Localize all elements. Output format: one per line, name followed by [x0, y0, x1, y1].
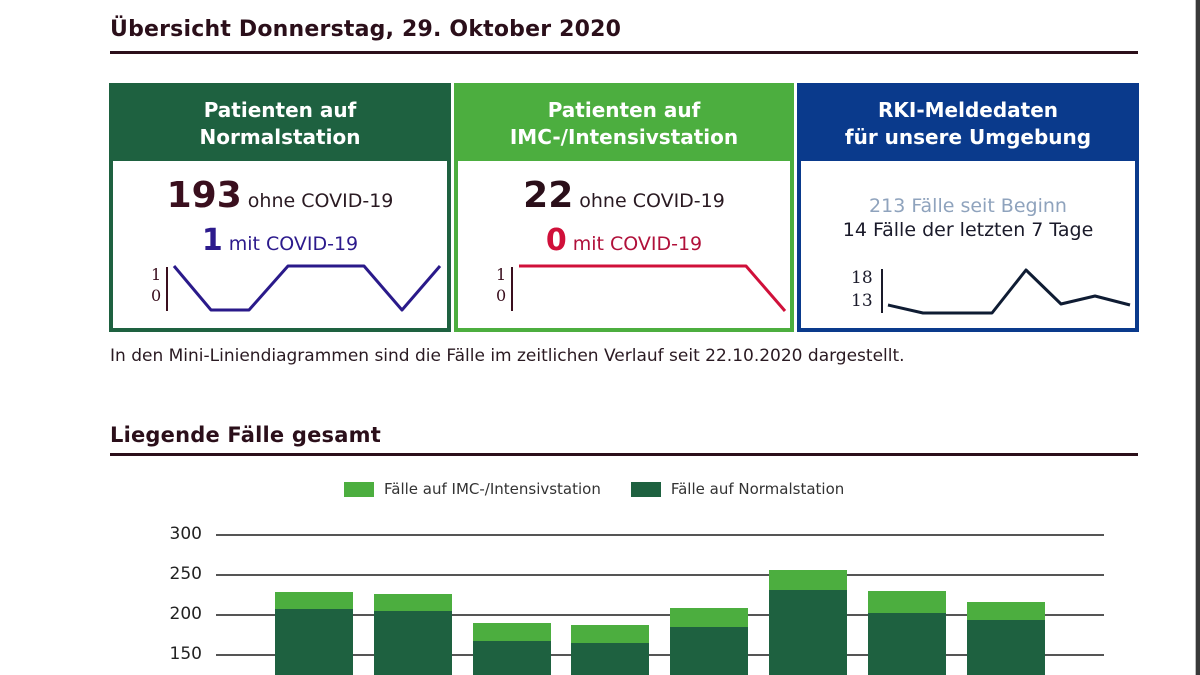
bar-segment-normal — [373, 611, 452, 675]
bar-segment-imc — [769, 570, 847, 591]
primary-stat: 193 ohne COVID-19 — [113, 175, 447, 216]
y-tick-300: 300 — [169, 524, 202, 544]
gridline — [216, 574, 1104, 576]
bar-segment-normal — [275, 608, 353, 675]
y-tick-150: 150 — [169, 644, 202, 664]
page-title: Übersicht Donnerstag, 29. Oktober 2020 — [110, 17, 622, 42]
spark-tick-min: 0 — [151, 286, 162, 305]
window-edge — [1195, 0, 1200, 675]
gridline — [216, 614, 1104, 616]
bar-segment-imc — [275, 591, 353, 609]
secondary-value: 0 — [545, 223, 567, 258]
rki-total-cases: 213 Fälle seit Beginn — [869, 195, 1067, 217]
card-title-line1: Patienten auf — [547, 98, 701, 122]
card-title-line1: Patienten auf — [203, 98, 357, 122]
bar-segment-normal — [966, 619, 1045, 675]
secondary-stat: 0 mit COVID-19 — [458, 223, 790, 258]
y-tick-200: 200 — [169, 604, 202, 624]
section-title: Liegende Fälle gesamt — [110, 423, 381, 447]
legend-swatch-imc — [344, 481, 374, 497]
legend-item-imc: Fälle auf IMC-/Intensivstation — [344, 480, 601, 498]
spark-tick-max: 18 — [851, 268, 873, 288]
card-normalstation-header: Patienten auf Normalstation — [113, 87, 447, 161]
card-imc-header: Patienten auf IMC-/Intensivstation — [458, 87, 790, 161]
sparkline-imc: 1 0 — [458, 253, 790, 328]
title-divider — [110, 51, 1138, 54]
secondary-label: mit COVID-19 — [572, 233, 703, 255]
legend-label: Fälle auf Normalstation — [670, 480, 845, 498]
sparkline-rki: 18 13 — [801, 253, 1135, 328]
bar-segment-imc — [670, 607, 749, 627]
section-divider — [110, 453, 1138, 456]
card-imc: Patienten auf IMC-/Intensivstation 22 ohn… — [454, 83, 794, 332]
sparkline-svg — [511, 264, 787, 312]
gridline — [216, 654, 1104, 656]
spark-tick-min: 13 — [851, 291, 873, 311]
primary-label: ohne COVID-19 — [247, 190, 394, 212]
card-rki-header: RKI-Meldedaten für unsere Umgebung — [801, 87, 1135, 161]
sparkline-svg — [166, 264, 442, 312]
bar-segment-imc — [472, 623, 551, 642]
bar-segment-normal — [670, 627, 749, 675]
sparkline-svg — [881, 268, 1131, 315]
bar-segment-imc — [966, 602, 1045, 620]
card-title-line2: für unsere Umgebung — [844, 125, 1092, 149]
card-title-line2: Normalstation — [199, 125, 361, 149]
bar-segment-imc — [867, 591, 946, 614]
bar-segment-normal — [472, 641, 551, 675]
primary-value: 22 — [523, 175, 574, 216]
card-rki: RKI-Meldedaten für unsere Umgebung 213 F… — [797, 83, 1139, 332]
card-title-line1: RKI-Meldedaten — [877, 98, 1059, 122]
legend-item-normal: Fälle auf Normalstation — [630, 480, 845, 498]
spark-tick-min: 0 — [496, 286, 507, 305]
sparkline-normalstation: 1 0 — [113, 253, 447, 328]
stacked-bar-chart: 300 250 200 150 — [150, 515, 1120, 675]
gridline — [216, 534, 1104, 536]
secondary-value: 1 — [201, 223, 223, 258]
bar-segment-imc — [571, 625, 650, 643]
rki-7day-cases: 14 Fälle der letzten 7 Tage — [842, 219, 1094, 241]
bar-segment-normal — [867, 613, 946, 675]
legend-swatch-normal — [630, 481, 661, 497]
card-normalstation: Patienten auf Normalstation 193 ohne COVI… — [109, 83, 451, 332]
bar-segment-normal — [769, 590, 847, 675]
primary-value: 193 — [166, 175, 242, 216]
secondary-label: mit COVID-19 — [228, 233, 359, 255]
bar-segment-imc — [373, 594, 452, 611]
secondary-stat: 1 mit COVID-19 — [113, 223, 447, 258]
y-tick-250: 250 — [169, 564, 202, 584]
spark-tick-max: 1 — [496, 265, 507, 284]
card-title-line2: IMC-/Intensivstation — [509, 125, 739, 149]
legend-label: Fälle auf IMC-/Intensivstation — [384, 480, 601, 498]
primary-stat: 22 ohne COVID-19 — [458, 175, 790, 216]
bar-segment-normal — [571, 643, 650, 675]
primary-label: ohne COVID-19 — [579, 190, 725, 212]
sparkline-caption: In den Mini-Liniendiagrammen sind die Fä… — [110, 346, 905, 366]
spark-tick-max: 1 — [151, 265, 162, 284]
chart-legend: Fälle auf IMC-/Intensivstation Fälle auf… — [344, 480, 874, 498]
